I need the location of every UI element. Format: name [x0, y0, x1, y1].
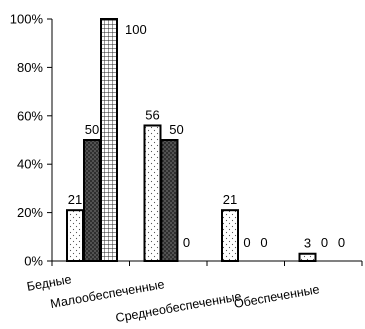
- y-tick-label: 20%: [17, 205, 43, 220]
- data-label: 21: [223, 192, 237, 207]
- y-axis: 0% 20% 40% 60% 80% 100%: [10, 12, 53, 269]
- data-label: 21: [68, 192, 82, 207]
- bar: [83, 139, 101, 262]
- x-category-label: Обеспеченные: [233, 282, 321, 311]
- data-label: 0: [183, 235, 190, 250]
- data-label: 0: [338, 235, 345, 250]
- x-axis: БедныеМалообеспеченныеСреднеобеспеченные…: [26, 260, 363, 325]
- data-label: 0: [321, 235, 328, 250]
- data-label: 0: [260, 235, 267, 250]
- data-label: 100: [125, 22, 147, 37]
- bars: [66, 18, 317, 263]
- y-tick-label: 0%: [24, 254, 43, 269]
- y-tick-label: 80%: [17, 60, 43, 75]
- data-label: 50: [85, 122, 99, 137]
- bar: [160, 139, 179, 262]
- data-label: 56: [145, 107, 159, 122]
- bar: [298, 252, 317, 263]
- data-label: 50: [169, 122, 183, 137]
- x-category-label: Бедные: [26, 272, 73, 294]
- bar: [143, 124, 162, 263]
- bar: [221, 209, 239, 262]
- data-label: 3: [304, 236, 311, 251]
- y-tick-label: 100%: [10, 12, 44, 27]
- bar: [100, 18, 118, 262]
- y-tick-label: 40%: [17, 157, 43, 172]
- data-label: 0: [243, 235, 250, 250]
- bar: [66, 209, 84, 262]
- y-tick-label: 60%: [17, 108, 43, 123]
